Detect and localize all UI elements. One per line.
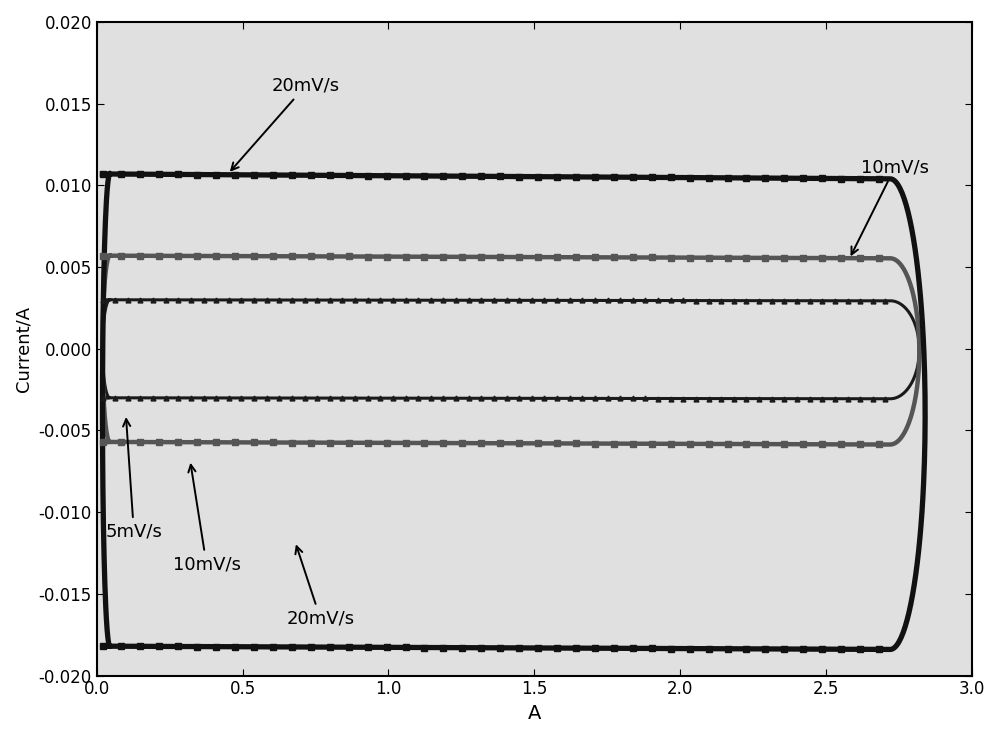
- X-axis label: A: A: [528, 704, 541, 723]
- Text: 10mV/s: 10mV/s: [851, 159, 929, 255]
- Text: 10mV/s: 10mV/s: [173, 465, 241, 573]
- Text: 20mV/s: 20mV/s: [231, 77, 340, 170]
- Y-axis label: Current/A: Current/A: [15, 306, 33, 392]
- Text: 20mV/s: 20mV/s: [286, 546, 354, 627]
- Text: 5mV/s: 5mV/s: [105, 419, 162, 541]
